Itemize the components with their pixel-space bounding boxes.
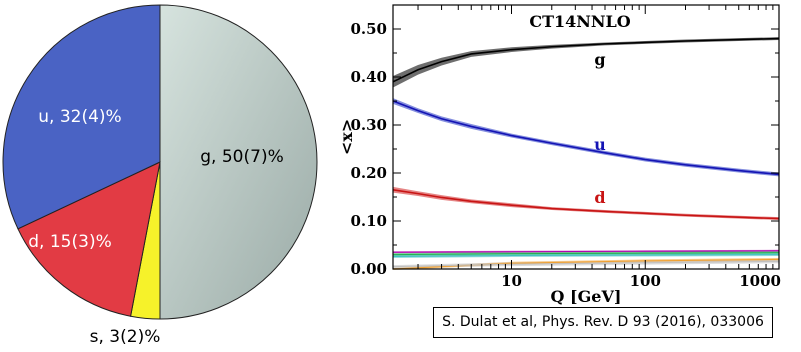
y-axis-label: <x>	[337, 119, 356, 155]
series-label-u: u	[594, 135, 606, 154]
band-u	[393, 98, 779, 177]
plot-frame	[392, 4, 780, 270]
pie-label-g: g, 50(7)%	[200, 147, 283, 167]
x-tick-label: 100	[630, 272, 661, 290]
series-label-d: d	[594, 188, 605, 207]
x-tick-label: 1000	[739, 272, 781, 290]
band-d	[393, 186, 779, 221]
line-flavor-6	[392, 258, 780, 270]
y-tick-label: 0.00	[350, 260, 387, 278]
line-flavor-7	[392, 260, 780, 268]
chart-title: CT14NNLO	[529, 12, 630, 31]
pie-label-s: s, 3(2)%	[90, 327, 161, 347]
line-g	[392, 37, 780, 83]
x-tick-label: 10	[501, 272, 522, 290]
line-flavor-4	[392, 252, 780, 256]
y-tick-label: 0.50	[350, 20, 387, 38]
y-tick-label: 0.10	[350, 212, 387, 230]
x-axis-label: Q [GeV]	[551, 287, 622, 306]
y-tick-label: 0.20	[350, 164, 387, 182]
line-flavor-5	[392, 254, 780, 258]
line-d	[392, 189, 780, 220]
pie-label-d: d, 15(3)%	[28, 232, 111, 252]
y-tick-label: 0.30	[350, 116, 387, 134]
pie-slice-u	[2, 4, 161, 230]
pie-slice-d	[17, 161, 161, 317]
band-g	[393, 37, 779, 88]
series-label-g: g	[594, 50, 605, 69]
pie-slice-g	[159, 4, 318, 320]
line-flavor-3	[392, 250, 780, 253]
y-tick-label: 0.40	[350, 68, 387, 86]
line-u	[392, 100, 780, 176]
citation-box: S. Dulat et al, Phys. Rev. D 93 (2016), …	[433, 307, 773, 338]
pie-label-u: u, 32(4)%	[38, 107, 121, 127]
